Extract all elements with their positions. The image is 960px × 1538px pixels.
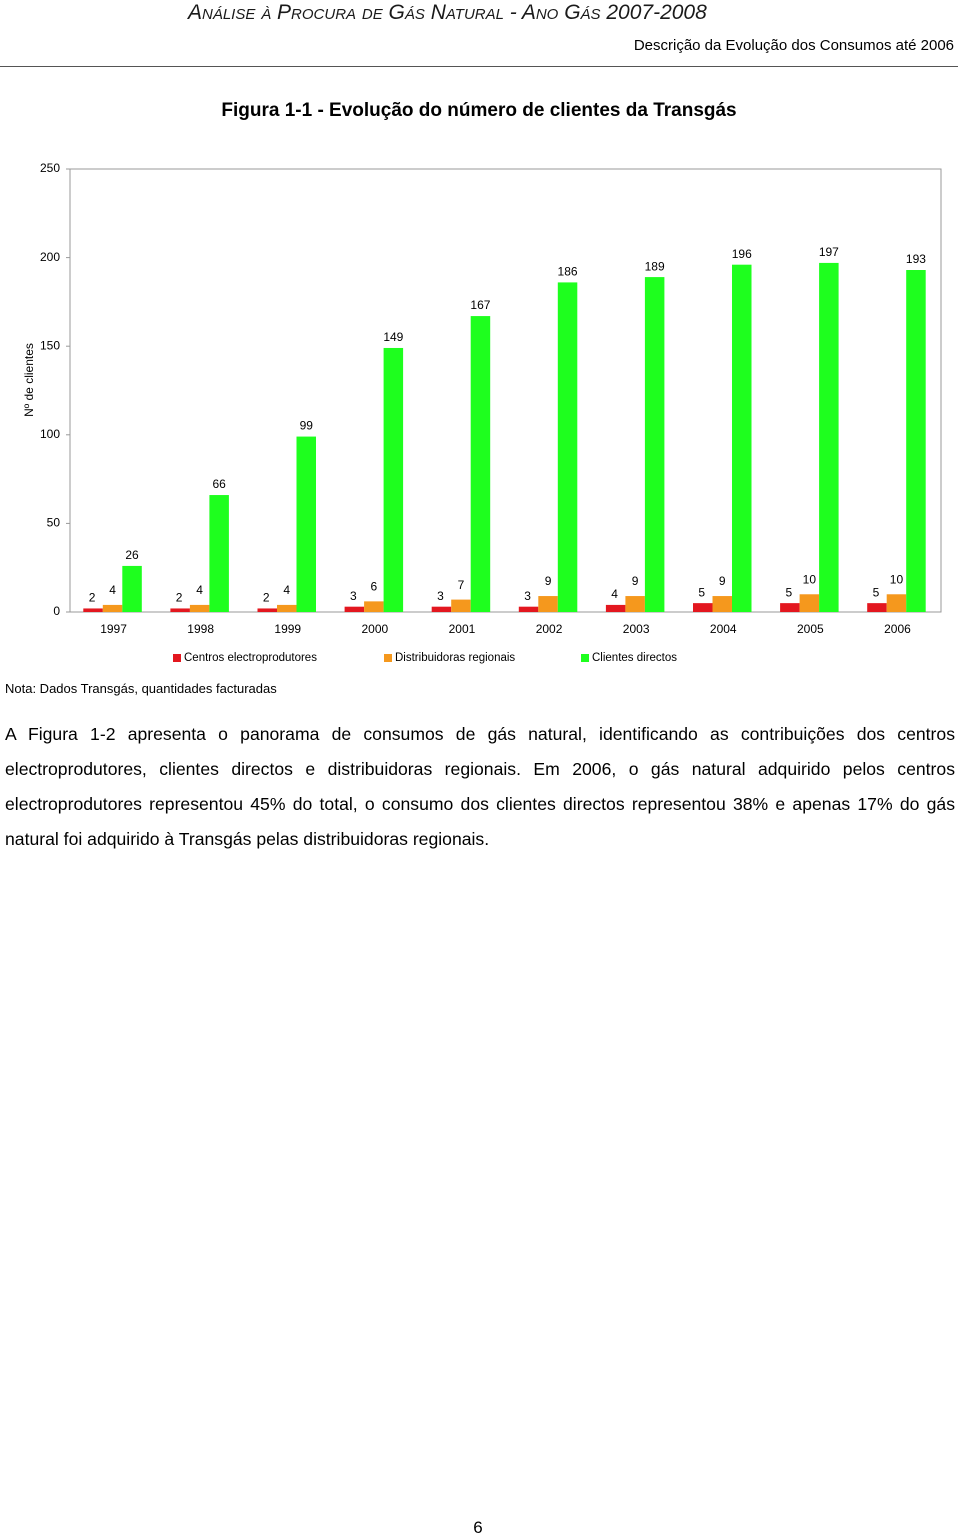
data-label: 66 [212, 477, 226, 491]
bar [277, 604, 297, 612]
data-label: 149 [383, 330, 403, 344]
data-label: 5 [873, 585, 880, 599]
data-label: 4 [196, 583, 203, 597]
data-label: 7 [458, 578, 465, 592]
paragraph: A Figura 1-2 apresenta o panorama de con… [5, 724, 955, 849]
bar [712, 596, 732, 612]
bar [209, 495, 229, 612]
data-label: 9 [545, 574, 552, 588]
data-label: 196 [732, 247, 752, 261]
data-label: 193 [906, 252, 926, 266]
data-label: 10 [803, 572, 817, 586]
y-axis-label: Nº de clientes [22, 343, 36, 417]
x-tick-label: 2002 [536, 622, 563, 636]
bar [799, 594, 820, 612]
y-tick-label: 100 [40, 427, 60, 441]
legend-swatch [384, 654, 392, 662]
data-label: 2 [89, 591, 96, 605]
data-label: 9 [632, 574, 639, 588]
data-label: 9 [719, 574, 726, 588]
bar [257, 608, 277, 612]
x-tick-label: 2001 [449, 622, 476, 636]
x-tick-label: 2004 [710, 622, 737, 636]
bar [732, 264, 752, 612]
bar [780, 603, 800, 612]
bar [296, 436, 316, 612]
data-label: 5 [698, 585, 705, 599]
chart-title: Figura 1-1 - Evolução do número de clien… [221, 100, 736, 121]
header-title: Análise à Procura de Gás Natural - Ano G… [188, 1, 707, 24]
bar [344, 606, 365, 612]
legend-swatch [173, 654, 181, 662]
data-label: 189 [645, 259, 665, 273]
bar [644, 277, 665, 612]
data-label: 10 [890, 572, 904, 586]
y-tick-label: 150 [40, 338, 60, 352]
data-label: 4 [283, 583, 290, 597]
x-tick-label: 2006 [884, 622, 911, 636]
bar [625, 596, 645, 612]
data-label: 99 [300, 419, 314, 433]
x-tick-label: 2000 [361, 622, 388, 636]
data-label: 2 [263, 591, 270, 605]
data-label: 3 [524, 589, 531, 603]
bar [605, 604, 626, 612]
bar [693, 603, 713, 612]
header-rule [0, 66, 958, 67]
bar [451, 599, 471, 612]
data-label: 26 [125, 548, 139, 562]
page-number: 6 [473, 1518, 483, 1537]
data-label: 5 [786, 585, 793, 599]
bar [906, 270, 926, 612]
plot-frame [69, 168, 942, 613]
bar [189, 604, 210, 612]
legend-label: Centros electroprodutores [184, 652, 317, 664]
bar [431, 606, 452, 612]
data-label: 6 [371, 580, 378, 594]
x-tick-label: 1999 [274, 622, 301, 636]
data-label: 3 [350, 589, 357, 603]
legend-swatch [581, 654, 589, 662]
data-label: 4 [109, 583, 116, 597]
bar [170, 608, 190, 612]
legend-label: Clientes directos [592, 652, 677, 664]
y-tick-label: 250 [40, 161, 60, 175]
bar [557, 282, 578, 612]
header-subtitle: Descrição da Evolução dos Consumos até 2… [633, 37, 954, 54]
x-tick-label: 1997 [100, 622, 127, 636]
bar [518, 606, 539, 612]
x-tick-label: 2005 [797, 622, 824, 636]
y-tick-label: 200 [40, 250, 60, 264]
bar [83, 608, 103, 612]
x-tick-label: 1998 [187, 622, 214, 636]
x-tick-label: 2003 [623, 622, 650, 636]
data-label: 3 [437, 589, 444, 603]
y-tick-label: 50 [47, 516, 61, 530]
bar [122, 565, 142, 612]
data-label: 186 [558, 265, 578, 279]
data-label: 197 [819, 245, 839, 259]
bar [538, 596, 558, 612]
legend-label: Distribuidoras regionais [395, 652, 515, 664]
note: Nota: Dados Transgás, quantidades factur… [5, 681, 277, 696]
bar [383, 347, 404, 612]
y-tick-label: 0 [53, 604, 60, 618]
data-label: 2 [176, 591, 183, 605]
data-label: 167 [470, 298, 490, 312]
data-label: 4 [611, 587, 618, 601]
bar [867, 603, 887, 612]
bar [470, 316, 491, 612]
chart: Figura 1-1 - Evolução do número de clien… [22, 100, 942, 664]
bar [886, 594, 907, 612]
bar [102, 604, 123, 612]
bar [364, 601, 384, 612]
bar [819, 262, 839, 612]
